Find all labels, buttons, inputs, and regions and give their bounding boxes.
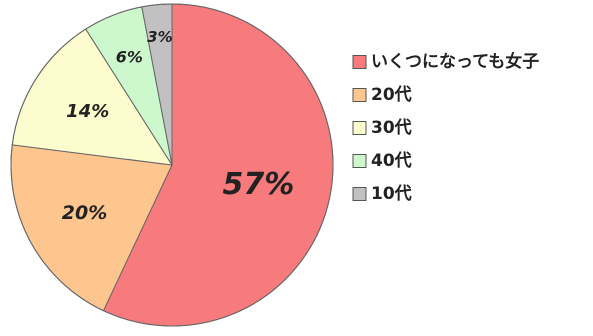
pie-slice-labels: 57% 20% 14% 6%3% xyxy=(62,28,295,224)
legend-swatch-1 xyxy=(352,55,367,69)
legend-label-4: 40代 xyxy=(371,150,412,171)
legend-swatch-5 xyxy=(352,187,367,201)
pie-slices xyxy=(10,3,334,327)
legend-swatch-2 xyxy=(352,88,367,102)
legend-label-1: いくつになっても女子 xyxy=(371,51,539,72)
slice-label-5: 3% xyxy=(147,28,172,46)
legend-swatch-3 xyxy=(352,121,367,135)
slice-label-3: 14% xyxy=(66,101,109,122)
legend-label-2: 20代 xyxy=(371,84,412,105)
legend-label-5: 10代 xyxy=(371,183,412,204)
legend: いくつになっても女子 20代 30代 40代 10代 xyxy=(352,51,539,204)
slice-label-4: 6% xyxy=(116,48,143,67)
slice-label-1: 57% xyxy=(223,167,295,202)
legend-swatch-4 xyxy=(352,154,367,168)
pie-outline xyxy=(10,3,334,327)
slice-label-2: 20% xyxy=(62,202,107,224)
legend-label-3: 30代 xyxy=(371,117,412,138)
